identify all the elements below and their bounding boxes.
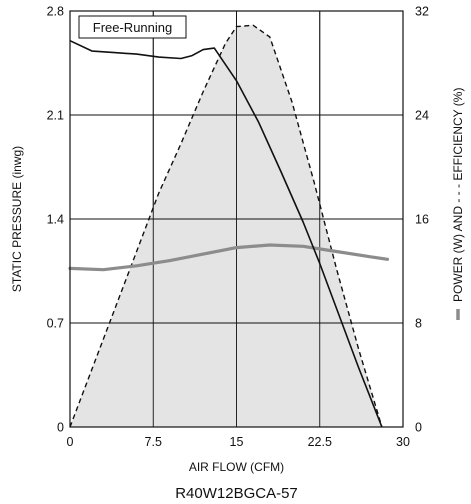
x-tick-label: 7.5 xyxy=(145,435,162,449)
series-layer xyxy=(68,11,403,428)
efficiency-line xyxy=(69,24,383,428)
legend-box-frame xyxy=(78,15,187,39)
legend-box-label: Free-Running xyxy=(93,20,173,35)
x-tick-label: 22.5 xyxy=(308,435,332,449)
y-left-tick-label: 1.4 xyxy=(47,213,64,227)
x-axis-label: AIR FLOW (CFM) xyxy=(189,460,284,474)
y-left-axis-label: STATIC PRESSURE (inwg) xyxy=(10,146,24,292)
tick-layer: 0 7.5 15 22.5 30 0 0.7 1.4 2.1 2.8 0 8 16 24 32 xyxy=(47,5,429,450)
y-right-tick-label: 8 xyxy=(415,317,422,331)
y-right-tick-label: 0 xyxy=(415,421,422,435)
y-right-axis-label-group: POWER (W) AND - - - EFFICIENCY (%) xyxy=(451,88,465,320)
chart-title: R40W12BGCA-57 xyxy=(175,485,298,502)
y-left-tick-label: 0 xyxy=(57,421,64,435)
power-line xyxy=(68,243,390,272)
x-tick-label: 15 xyxy=(230,435,244,449)
y-right-axis-label: POWER (W) AND - - - EFFICIENCY (%) xyxy=(451,88,465,302)
y-right-tick-label: 32 xyxy=(415,5,429,19)
y-left-tick-label: 2.8 xyxy=(47,5,64,19)
x-tick-label: 0 xyxy=(67,435,74,449)
y-right-tick-label: 16 xyxy=(415,213,429,227)
y-left-tick-label: 0.7 xyxy=(47,317,64,331)
plot-frame xyxy=(69,10,404,428)
efficiency-fill-area xyxy=(70,25,382,428)
legend-box: Free-Running xyxy=(78,15,187,39)
y-left-tick-label: 2.1 xyxy=(47,109,64,123)
x-tick-label: 30 xyxy=(396,435,410,449)
static-pressure-line xyxy=(69,39,383,428)
y-right-tick-label: 24 xyxy=(415,109,429,123)
